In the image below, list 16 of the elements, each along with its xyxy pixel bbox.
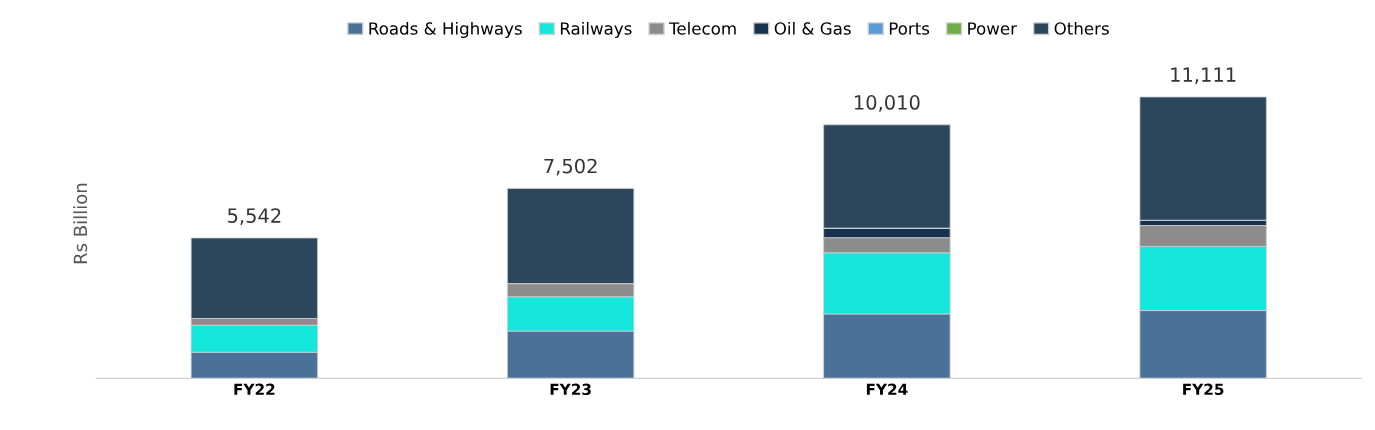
legend-label: Railways	[560, 21, 632, 39]
legend-label: Telecom	[668, 21, 736, 35]
legend-label: Oil & Gas	[774, 21, 851, 35]
annotation: 10,010	[854, 95, 920, 112]
legend-label: Roads & Highways	[369, 21, 522, 39]
annotation: 7,502	[544, 158, 597, 176]
legend-label: Others	[1054, 21, 1109, 35]
legend-label: Power	[968, 22, 1017, 35]
x-tick-label: FY25	[1183, 383, 1224, 396]
legend-label: Ports	[889, 22, 930, 35]
annotation: 11,111	[1171, 67, 1236, 84]
annotation: 5,542	[228, 208, 281, 225]
y-axis-title: Rs Billion	[73, 183, 88, 264]
x-tick-label: FY22	[234, 383, 275, 395]
x-tick-label: FY24	[866, 383, 908, 395]
x-tick-label: FY23	[550, 383, 591, 396]
